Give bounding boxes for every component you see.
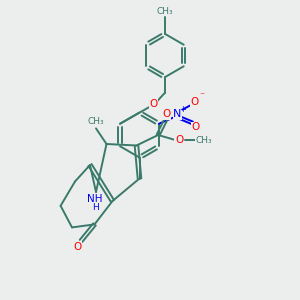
Text: N: N	[173, 109, 182, 119]
Text: O: O	[191, 122, 200, 132]
Text: +: +	[179, 105, 186, 114]
Text: O: O	[175, 135, 183, 146]
Text: NH: NH	[87, 194, 103, 204]
Text: CH₃: CH₃	[157, 8, 173, 16]
Text: O: O	[149, 99, 158, 109]
Text: O: O	[191, 97, 199, 107]
Text: ⁻: ⁻	[199, 92, 204, 101]
Text: O: O	[163, 109, 171, 119]
Text: O: O	[73, 242, 82, 252]
Text: CH₃: CH₃	[195, 136, 212, 145]
Text: H: H	[92, 202, 98, 211]
Text: CH₃: CH₃	[88, 117, 104, 126]
